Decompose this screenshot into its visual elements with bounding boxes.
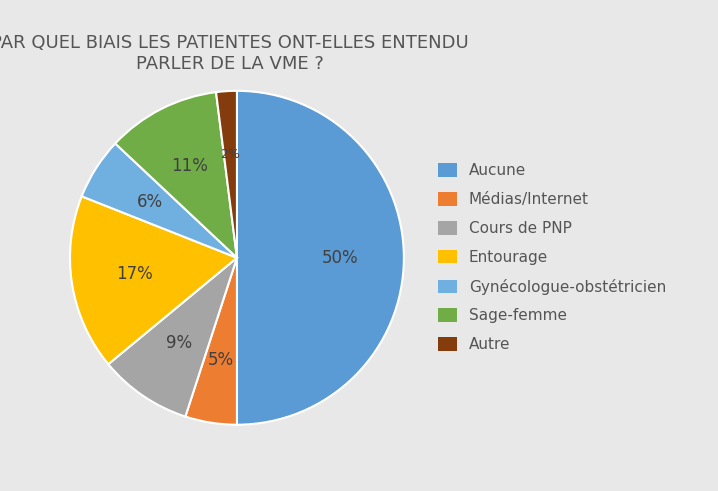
Text: 2%: 2% bbox=[220, 148, 241, 161]
Text: 9%: 9% bbox=[166, 334, 192, 353]
Text: PAR QUEL BIAIS LES PATIENTES ONT-ELLES ENTENDU
PARLER DE LA VME ?: PAR QUEL BIAIS LES PATIENTES ONT-ELLES E… bbox=[0, 34, 469, 73]
Text: 5%: 5% bbox=[208, 351, 234, 369]
Text: 11%: 11% bbox=[172, 157, 208, 175]
Wedge shape bbox=[216, 91, 237, 258]
Text: 50%: 50% bbox=[322, 249, 359, 267]
Wedge shape bbox=[70, 196, 237, 364]
Wedge shape bbox=[116, 92, 237, 258]
Wedge shape bbox=[82, 143, 237, 258]
Wedge shape bbox=[185, 258, 237, 425]
Wedge shape bbox=[237, 91, 404, 425]
Wedge shape bbox=[108, 258, 237, 416]
Text: 17%: 17% bbox=[116, 265, 153, 283]
Text: 6%: 6% bbox=[136, 193, 162, 211]
Legend: Aucune, Médias/Internet, Cours de PNP, Entourage, Gynécologue-obstétricien, Sage: Aucune, Médias/Internet, Cours de PNP, E… bbox=[439, 164, 666, 352]
